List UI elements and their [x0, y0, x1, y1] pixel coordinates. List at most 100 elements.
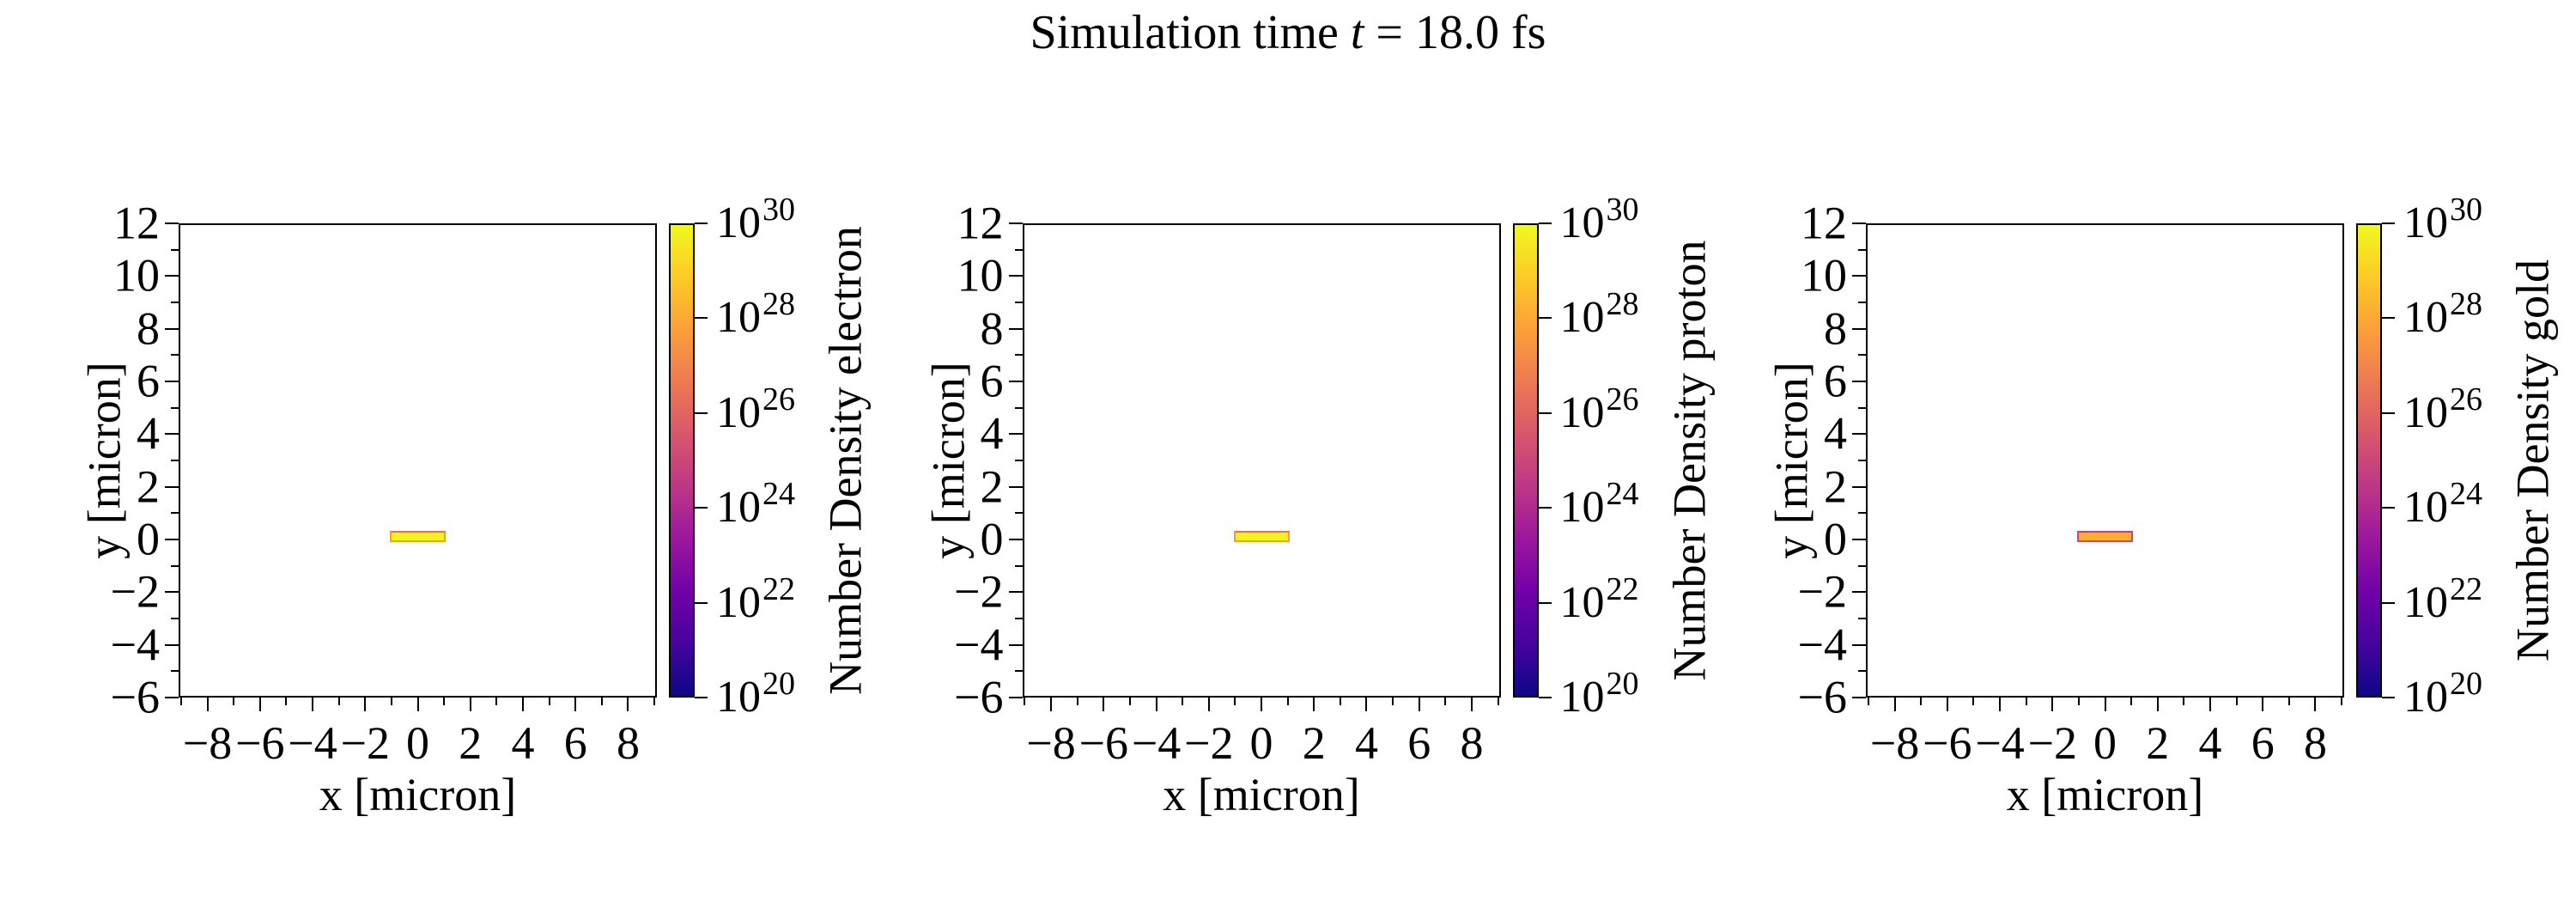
colorbar-tick-label: 1026: [2403, 383, 2482, 436]
y-tick-label: −6: [110, 671, 160, 723]
x-tick-label: 0: [1249, 717, 1273, 769]
x-major-tick: [1103, 698, 1105, 711]
x-minor-tick: [548, 698, 550, 705]
x-major-tick: [1261, 698, 1262, 711]
colorbar-tick: [1538, 507, 1552, 509]
y-minor-tick: [1858, 460, 1866, 461]
y-minor-tick: [1014, 302, 1023, 303]
y-major-tick: [1008, 222, 1023, 224]
y-major-tick: [1008, 275, 1023, 277]
y-major-tick: [1852, 275, 1866, 277]
colorbar-tick-base: 10: [2403, 293, 2448, 343]
colorbar-tick-exponent: 26: [762, 381, 795, 417]
x-tick-label: −8: [182, 717, 233, 769]
colorbar-tick-exponent: 30: [2450, 192, 2482, 228]
colorbar-tick-base: 10: [1559, 293, 1605, 343]
y-tick-label: 2: [137, 460, 160, 512]
x-minor-tick: [2235, 698, 2238, 705]
x-tick-label: 2: [1302, 717, 1326, 769]
title-prefix: Simulation time: [1030, 6, 1351, 59]
x-tick-label: −2: [1184, 717, 1234, 769]
density-panel: y [micron] x [micron] Number Density ele…: [78, 0, 1037, 902]
x-minor-tick: [1182, 698, 1184, 705]
y-tick-label: 8: [980, 302, 1004, 354]
x-tick-label: −6: [1078, 717, 1128, 769]
x-minor-tick: [233, 698, 235, 705]
y-major-tick: [1008, 643, 1023, 646]
x-tick-label: −2: [2027, 717, 2077, 769]
x-major-tick: [2051, 698, 2054, 711]
y-major-tick: [165, 381, 179, 382]
y-major-tick: [165, 697, 179, 698]
x-minor-tick: [179, 698, 182, 705]
y-tick-label: 2: [980, 460, 1004, 512]
colorbar-tick-label: 1020: [2403, 667, 2482, 720]
colorbar-tick-exponent: 22: [1606, 570, 1639, 607]
x-tick-label: 4: [2198, 717, 2222, 769]
colorbar-tick-label: 1030: [716, 193, 795, 246]
colorbar-gradient: [669, 223, 695, 698]
plot-area: [179, 223, 657, 698]
x-major-tick: [1946, 698, 1948, 711]
colorbar-tick: [695, 697, 708, 698]
y-tick-label: −6: [954, 671, 1004, 723]
y-minor-tick: [1858, 354, 1866, 357]
y-tick-label: 12: [957, 197, 1004, 249]
colorbar-tick-exponent: 22: [762, 570, 795, 607]
x-major-tick: [1470, 698, 1473, 711]
x-minor-tick: [2287, 698, 2290, 705]
x-minor-tick: [1444, 698, 1447, 705]
x-major-tick: [2262, 698, 2264, 711]
colorbar-tick-exponent: 24: [1606, 476, 1639, 513]
x-major-tick: [2208, 698, 2211, 711]
y-minor-tick: [1858, 248, 1866, 251]
x-major-tick: [416, 698, 419, 711]
y-major-tick: [1852, 327, 1866, 330]
y-minor-tick: [171, 248, 179, 251]
colorbar-tick: [695, 317, 708, 320]
x-axis-label: x [micron]: [1163, 769, 1360, 820]
y-tick-label: 0: [137, 513, 160, 565]
y-tick-label: 4: [137, 407, 160, 460]
target-density-bar: [390, 531, 446, 542]
y-major-tick: [1008, 327, 1023, 330]
y-minor-tick: [1858, 302, 1866, 303]
y-tick-label: −2: [954, 565, 1004, 618]
x-tick-label: −4: [1975, 717, 2025, 769]
y-tick-label: 8: [1824, 302, 1847, 354]
x-tick-label: 0: [406, 717, 429, 769]
y-tick-label: 12: [1801, 197, 1847, 249]
x-tick-label: −2: [340, 717, 390, 769]
y-major-tick: [1008, 591, 1023, 594]
x-tick-label: 8: [2303, 717, 2327, 769]
x-minor-tick: [600, 698, 603, 705]
x-major-tick: [469, 698, 471, 711]
y-tick-label: 6: [137, 355, 160, 407]
y-major-tick: [1008, 433, 1023, 436]
x-major-tick: [574, 698, 577, 711]
x-minor-tick: [1497, 698, 1499, 705]
x-tick-label: 2: [459, 717, 483, 769]
y-minor-tick: [1858, 512, 1866, 515]
colorbar-tick: [1538, 317, 1552, 320]
y-minor-tick: [1014, 354, 1023, 357]
colorbar-tick: [2382, 697, 2395, 698]
y-minor-tick: [1014, 670, 1023, 673]
x-minor-tick: [495, 698, 498, 705]
y-tick-label: 8: [137, 302, 160, 354]
y-tick-label: 6: [980, 355, 1004, 407]
y-minor-tick: [171, 512, 179, 515]
colorbar-tick: [1538, 601, 1552, 604]
y-tick-label: −4: [954, 618, 1004, 670]
y-major-tick: [165, 539, 179, 540]
y-minor-tick: [171, 460, 179, 461]
x-minor-tick: [1339, 698, 1341, 705]
x-major-tick: [1155, 698, 1157, 711]
x-minor-tick: [1920, 698, 1923, 705]
colorbar-gradient: [1512, 223, 1539, 698]
y-major-tick: [1852, 643, 1866, 646]
colorbar-tick-base: 10: [2403, 483, 2448, 533]
colorbar-tick-label: 1022: [2403, 573, 2482, 625]
y-major-tick: [1852, 485, 1866, 488]
